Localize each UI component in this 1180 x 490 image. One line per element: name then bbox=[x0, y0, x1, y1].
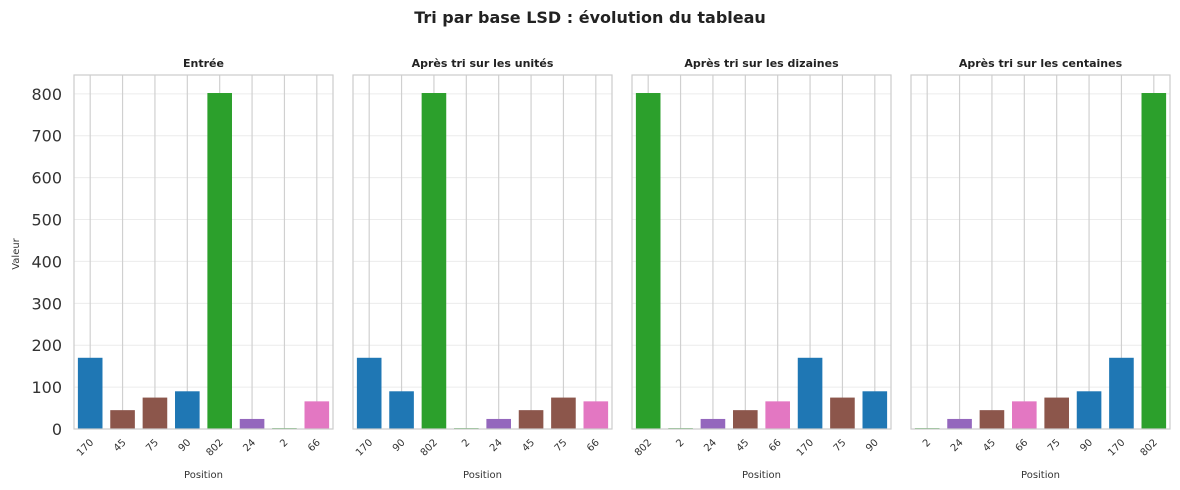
bar-66 bbox=[583, 401, 609, 429]
bar-90 bbox=[862, 391, 888, 429]
x-tick-label: 45 bbox=[981, 437, 998, 454]
bar-66 bbox=[304, 401, 330, 429]
x-tick-label: 45 bbox=[520, 437, 537, 454]
panel-2: Après tri sur les unités 170 90 802 2 24 45 75 6… bbox=[352, 57, 613, 481]
y-tick-label: 700 bbox=[31, 127, 62, 146]
y-tick-label: 800 bbox=[31, 85, 62, 104]
panel-frame bbox=[910, 74, 1171, 430]
x-tick-label: 170 bbox=[1106, 437, 1127, 458]
panel-title: Après tri sur les centaines bbox=[959, 57, 1123, 70]
bar-45 bbox=[733, 410, 758, 429]
bar-75 bbox=[142, 397, 168, 429]
x-tick-label: 90 bbox=[864, 437, 881, 454]
x-tick-label: 66 bbox=[306, 437, 323, 454]
x-tick-label: 802 bbox=[205, 437, 226, 458]
panel-title: Entrée bbox=[183, 57, 224, 70]
x-tick-label: 24 bbox=[488, 437, 505, 454]
x-tick-label: 66 bbox=[1014, 437, 1031, 454]
x-tick-label: 66 bbox=[585, 437, 602, 454]
x-tick-label: 75 bbox=[144, 437, 161, 454]
bar-24 bbox=[947, 418, 972, 429]
bar-24 bbox=[239, 418, 265, 429]
x-tick-label: 45 bbox=[735, 437, 752, 454]
x-tick-label: 170 bbox=[795, 437, 816, 458]
x-tick-label: 24 bbox=[949, 437, 966, 454]
x-tick-label: 66 bbox=[767, 437, 784, 454]
figure-title: Tri par base LSD : évolution du tableau bbox=[414, 8, 766, 27]
bar-75 bbox=[830, 397, 855, 429]
bar-90 bbox=[389, 391, 414, 429]
bar-90 bbox=[175, 391, 200, 429]
bar-24 bbox=[700, 418, 726, 429]
y-tick-label: 0 bbox=[52, 420, 62, 439]
x-axis-label: Position bbox=[1021, 470, 1060, 481]
x-tick-label: 90 bbox=[391, 437, 408, 454]
bar-45 bbox=[979, 410, 1005, 429]
x-tick-label: 75 bbox=[832, 437, 849, 454]
x-tick-label: 24 bbox=[241, 437, 258, 454]
panel-frame bbox=[631, 74, 892, 430]
x-tick-label: 2 bbox=[921, 437, 933, 449]
y-tick-label: 300 bbox=[31, 294, 62, 313]
x-tick-label: 24 bbox=[702, 437, 719, 454]
y-tick-label: 500 bbox=[31, 211, 62, 230]
bar-45 bbox=[518, 410, 544, 429]
bar-66 bbox=[1012, 401, 1037, 429]
bar-24 bbox=[486, 418, 511, 429]
x-tick-label: 75 bbox=[1046, 437, 1063, 454]
bar-170 bbox=[356, 357, 382, 429]
x-axis-label: Position bbox=[184, 470, 223, 481]
bar-90 bbox=[1076, 391, 1102, 429]
bar-170 bbox=[77, 357, 103, 429]
bar-802 bbox=[1141, 93, 1167, 430]
panel-3: Après tri sur les dizaines 802 2 24 45 66 170 7… bbox=[631, 57, 892, 481]
x-tick-label: 802 bbox=[419, 437, 440, 458]
bar-170 bbox=[1109, 357, 1134, 429]
panel-title: Après tri sur les unités bbox=[412, 57, 554, 70]
x-tick-label: 2 bbox=[278, 437, 290, 449]
x-tick-label: 170 bbox=[354, 437, 375, 458]
bar-75 bbox=[1044, 397, 1069, 429]
x-tick-label: 2 bbox=[460, 437, 472, 449]
x-tick-label: 2 bbox=[674, 437, 686, 449]
y-axis-label: Valeur bbox=[11, 237, 22, 269]
panel-1: Entrée 170 45 75 90 802 24 2 66 Position 0 100 200 30… bbox=[31, 57, 334, 481]
x-tick-label: 90 bbox=[1078, 437, 1095, 454]
x-axis-label: Position bbox=[742, 470, 781, 481]
bar-66 bbox=[765, 401, 790, 429]
x-axis-label: Position bbox=[463, 470, 502, 481]
panel-frame bbox=[73, 74, 334, 430]
x-tick-label: 75 bbox=[553, 437, 570, 454]
y-tick-label: 100 bbox=[31, 378, 62, 397]
bar-802 bbox=[421, 93, 447, 430]
bar-802 bbox=[207, 93, 232, 430]
panel-frame bbox=[352, 74, 613, 430]
panels-group: Entrée 170 45 75 90 802 24 2 66 Position 0 100 200 30… bbox=[31, 57, 1171, 481]
bar-170 bbox=[797, 357, 823, 429]
y-tick-label: 200 bbox=[31, 336, 62, 355]
y-tick-label: 600 bbox=[31, 169, 62, 188]
x-tick-label: 45 bbox=[112, 437, 129, 454]
x-tick-label: 802 bbox=[633, 437, 654, 458]
bar-75 bbox=[551, 397, 576, 429]
y-tick-label: 400 bbox=[31, 252, 62, 271]
panel-title: Après tri sur les dizaines bbox=[684, 57, 839, 70]
panel-4: Après tri sur les centaines 2 24 45 66 75 90 17… bbox=[910, 57, 1171, 481]
x-tick-label: 90 bbox=[177, 437, 194, 454]
bar-802 bbox=[635, 93, 661, 430]
x-tick-label: 802 bbox=[1139, 437, 1160, 458]
bar-45 bbox=[110, 410, 135, 429]
x-tick-label: 170 bbox=[75, 437, 96, 458]
